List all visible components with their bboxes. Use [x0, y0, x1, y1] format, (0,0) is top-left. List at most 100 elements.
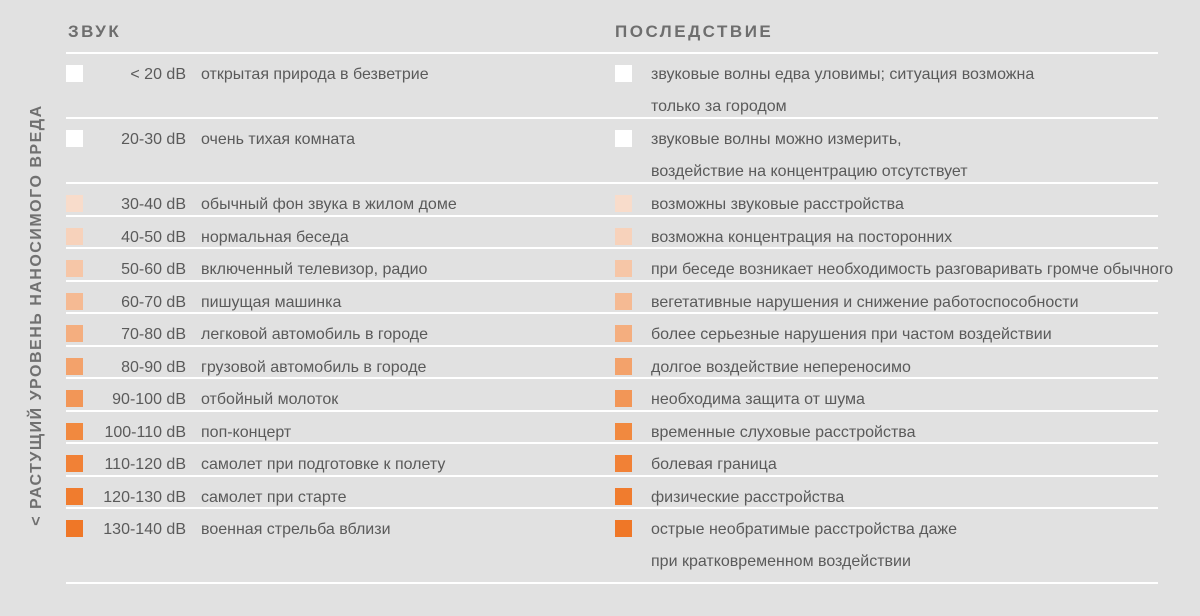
effect-description: физические расстройства — [651, 482, 1161, 514]
effect-line: возможна концентрация на посторонних — [651, 228, 953, 246]
sound-level: 90-100 dB — [112, 391, 186, 408]
effect-line: при кратковременном воздействии — [651, 553, 911, 570]
effect-color-swatch — [615, 487, 632, 505]
table-row: 120-130 dB самолет при старте физические р… — [66, 477, 1158, 509]
sound-source: самолет при подготовке к полету — [201, 456, 446, 473]
sound-source: военная стрельба вблизи — [201, 521, 391, 538]
effect-line: звуковые волны едва уловимы; ситуация во… — [651, 66, 1035, 83]
sound-source: нормальная беседа — [201, 228, 349, 246]
sound-source: грузовой автомобиль в городе — [201, 358, 427, 376]
level-color-swatch — [66, 227, 83, 245]
level-color-swatch — [66, 520, 83, 537]
table-row: < 20 dB открытая природа в безветрие звуко… — [66, 54, 1158, 119]
effect-description: долгое воздействие непереносимо — [651, 352, 1161, 384]
level-color-swatch — [66, 292, 83, 310]
effect-description: вегетативные нарушения и снижение работо… — [651, 287, 1161, 319]
sound-level: 110-120 dB — [104, 456, 186, 473]
effect-color-swatch — [615, 422, 632, 440]
effect-line: острые необратимые расстройства даже — [651, 521, 958, 538]
sound-level: 80-90 dB — [121, 358, 186, 376]
sound-level: 60-70 dB — [121, 293, 186, 311]
table-row: 40-50 dB нормальная беседа возможна концен… — [66, 217, 1158, 249]
effect-color-swatch — [615, 227, 632, 245]
sound-level: 40-50 dB — [121, 228, 186, 246]
effect-description: возможны звуковые расстройства — [651, 189, 1161, 221]
effect-line: физические расстройства — [651, 488, 845, 506]
effect-line: возможны звуковые расстройства — [651, 196, 904, 213]
effect-line: более серьезные нарушения при частом воз… — [651, 326, 1052, 343]
effect-color-swatch — [615, 292, 632, 310]
effect-line: болевая граница — [651, 456, 777, 473]
sound-level: < 20 dB — [130, 66, 186, 83]
level-color-swatch — [66, 65, 83, 82]
effect-description: болевая граница — [651, 449, 1161, 481]
sound-level: 50-60 dB — [121, 261, 186, 278]
effect-line: вегетативные нарушения и снижение работо… — [651, 293, 1079, 311]
table-row: 80-90 dB грузовой автомобиль в городе долг… — [66, 347, 1158, 379]
effect-color-swatch — [615, 130, 632, 147]
sound-level: 100-110 dB — [104, 423, 186, 441]
sound-source: самолет при старте — [201, 488, 347, 506]
effect-line: долгое воздействие непереносимо — [651, 358, 911, 376]
effect-line: при беседе возникает необходимость разго… — [651, 261, 1174, 278]
sound-level: 30-40 dB — [121, 196, 186, 213]
table-row: 50-60 dB включенный телевизор, радио при б… — [66, 249, 1173, 282]
effect-color-swatch — [615, 455, 632, 472]
sound-level: 20-30 dB — [121, 131, 186, 148]
effect-description: необходима защита от шума — [651, 384, 1161, 416]
effect-description: звуковые волны едва уловимы; ситуация во… — [651, 59, 1161, 123]
level-color-swatch — [66, 487, 83, 505]
sound-source: включенный телевизор, радио — [201, 261, 428, 278]
sound-level: 70-80 dB — [121, 326, 186, 343]
effect-color-swatch — [615, 520, 632, 537]
table-row: 100-110 dB поп-концерт временные слуховые … — [66, 412, 1158, 444]
sound-level: 120-130 dB — [103, 488, 186, 506]
table-header: ЗВУК ПОСЛЕДСТВИЕ — [66, 22, 1158, 54]
noise-table-body: < 20 dB открытая природа в безветрие звуко… — [66, 54, 1173, 574]
table-row: 110-120 dB самолет при подготовке к полет… — [66, 444, 1158, 477]
level-color-swatch — [66, 422, 83, 440]
level-color-swatch — [66, 325, 83, 342]
sound-source: очень тихая комната — [201, 131, 355, 148]
effect-description: более серьезные нарушения при частом воз… — [651, 319, 1161, 351]
level-color-swatch — [66, 195, 83, 212]
sound-column-header: ЗВУК — [68, 22, 122, 41]
effect-description: острые необратимые расстройства даже при … — [651, 514, 1161, 578]
effect-description: временные слуховые расстройства — [651, 417, 1161, 449]
effect-color-swatch — [615, 260, 632, 277]
sound-source: пишущая машинка — [201, 293, 342, 311]
effect-color-swatch — [615, 325, 632, 342]
table-row: 20-30 dB очень тихая комната звуковые волн… — [66, 119, 1158, 184]
effect-line: необходима защита от шума — [651, 391, 865, 408]
effect-line: звуковые волны можно измерить, — [651, 131, 902, 148]
table-row: 130-140 dB военная стрельба вблизи острые … — [66, 509, 1158, 574]
effect-color-swatch — [615, 195, 632, 212]
sound-source: легковой автомобиль в городе — [201, 326, 428, 343]
effect-color-swatch — [615, 65, 632, 82]
sound-source: открытая природа в безветрие — [201, 66, 429, 83]
sound-level: 130-140 dB — [103, 521, 186, 538]
sound-source: поп-концерт — [201, 423, 292, 441]
effect-line: только за городом — [651, 98, 787, 115]
level-color-swatch — [66, 130, 83, 147]
table-row: 60-70 dB пишущая машинка вегетативные нару… — [66, 282, 1158, 314]
sound-source: отбойный молоток — [201, 391, 339, 408]
table-bottom-divider — [66, 582, 1158, 584]
table-row: 30-40 dB обычный фон звука в жилом доме во… — [66, 184, 1158, 217]
level-color-swatch — [66, 455, 83, 472]
effect-description: при беседе возникает необходимость разго… — [651, 254, 1174, 286]
effect-color-swatch — [615, 390, 632, 407]
table-row: 70-80 dB легковой автомобиль в городе боле… — [66, 314, 1158, 347]
effect-description: звуковые волны можно измерить, воздействи… — [651, 124, 1161, 188]
effect-description: возможна концентрация на посторонних — [651, 222, 1161, 254]
side-axis-label: < РАСТУЩИЙ УРОВЕНЬ НАНОСИМОГО ВРЕДА — [28, 104, 45, 526]
level-color-swatch — [66, 260, 83, 277]
effect-column-header: ПОСЛЕДСТВИЕ — [615, 22, 774, 41]
level-color-swatch — [66, 357, 83, 375]
table-row: 90-100 dB отбойный молоток необходима защи… — [66, 379, 1158, 412]
effect-line: воздействие на концентрацию отсутствует — [651, 163, 968, 180]
level-color-swatch — [66, 390, 83, 407]
sound-source: обычный фон звука в жилом доме — [201, 196, 457, 213]
effect-line: временные слуховые расстройства — [651, 423, 916, 441]
effect-color-swatch — [615, 357, 632, 375]
